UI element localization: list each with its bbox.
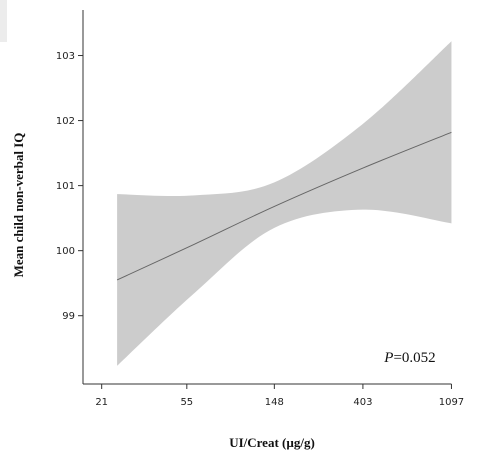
y-tick-label: 100 — [56, 246, 75, 257]
p-value-symbol: P — [383, 350, 393, 366]
x-tick-label: 148 — [265, 397, 284, 408]
x-tick-label: 55 — [180, 397, 193, 408]
axes-layer: 21 55 148 403 1097 99 100 101 102 103 — [56, 10, 464, 408]
x-tick-label: 1097 — [439, 397, 464, 408]
fit-line — [116, 131, 452, 281]
p-value-annotation: P=0.052 — [383, 350, 435, 366]
fit-line-layer — [116, 131, 452, 281]
confidence-band — [117, 41, 452, 366]
y-tick-label: 101 — [56, 181, 75, 192]
x-axis-label: UI/Creat (µg/g) — [229, 435, 315, 450]
x-tick-label: 21 — [95, 397, 108, 408]
y-tick-label: 99 — [62, 311, 75, 322]
y-axis-label: Mean child non-verbal IQ — [11, 133, 26, 278]
corner-artifact — [0, 0, 7, 42]
confidence-band-layer — [117, 41, 452, 366]
y-tick-label: 102 — [56, 116, 75, 127]
p-value-text: =0.052 — [393, 350, 435, 366]
y-tick-label: 103 — [56, 51, 75, 62]
x-tick-label: 403 — [353, 397, 372, 408]
